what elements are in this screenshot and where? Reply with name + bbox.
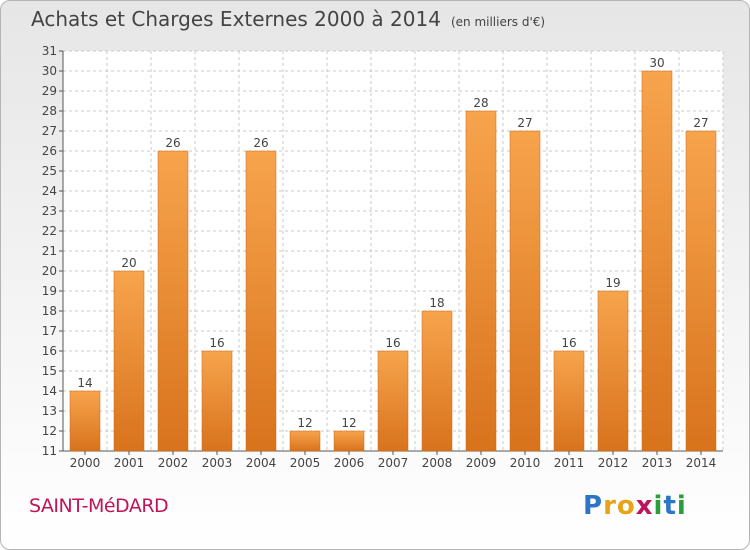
y-tick-label: 17 — [42, 324, 57, 338]
logo-letter: r — [603, 491, 617, 521]
bar — [113, 270, 145, 452]
y-tick-label: 22 — [42, 224, 57, 238]
y-tick-label: 11 — [42, 444, 57, 458]
bar — [69, 390, 101, 452]
x-tick-label: 2005 — [290, 456, 321, 470]
chart-title: Achats et Charges Externes 2000 à 2014 (e… — [31, 7, 545, 31]
data-label: 28 — [473, 96, 488, 110]
y-tick-label: 27 — [42, 124, 57, 138]
y-tick-label: 31 — [42, 44, 57, 58]
logo-letter: x — [635, 491, 654, 521]
bar — [465, 110, 497, 452]
data-label: 20 — [121, 256, 136, 270]
data-label: 16 — [385, 336, 400, 350]
y-tick-label: 21 — [42, 244, 57, 258]
x-tick-label: 2000 — [70, 456, 101, 470]
bar — [553, 350, 585, 452]
logo-letter: t — [663, 491, 677, 521]
bar — [245, 150, 277, 452]
logo-letter: o — [616, 491, 636, 521]
data-label: 27 — [693, 116, 708, 130]
data-label: 12 — [297, 416, 312, 430]
bar — [333, 430, 365, 452]
x-tick-label: 2011 — [554, 456, 585, 470]
bar — [289, 430, 321, 452]
x-tick-label: 2009 — [466, 456, 497, 470]
x-tick-label: 2003 — [202, 456, 233, 470]
x-tick-label: 2006 — [334, 456, 365, 470]
chart-title-text: Achats et Charges Externes 2000 à 2014 — [31, 7, 441, 31]
y-tick-label: 28 — [42, 104, 57, 118]
data-label: 26 — [253, 136, 268, 150]
x-tick-label: 2007 — [378, 456, 409, 470]
bar — [641, 70, 673, 452]
commune-name: SAINT-MéDARD — [29, 495, 169, 517]
x-tick-label: 2010 — [510, 456, 541, 470]
logo-letter: i — [676, 491, 687, 521]
y-tick-label: 20 — [42, 264, 57, 278]
x-tick-label: 2012 — [598, 456, 629, 470]
bar — [377, 350, 409, 452]
chart-unit: (en milliers d'€) — [450, 15, 546, 29]
y-tick-label: 16 — [42, 344, 57, 358]
data-label: 26 — [165, 136, 180, 150]
y-tick-label: 30 — [42, 64, 57, 78]
y-tick-label: 14 — [42, 384, 57, 398]
x-tick-label: 2001 — [114, 456, 145, 470]
data-label: 27 — [517, 116, 532, 130]
bar — [157, 150, 189, 452]
bar — [201, 350, 233, 452]
y-tick-label: 13 — [42, 404, 57, 418]
data-label: 12 — [341, 416, 356, 430]
y-tick-label: 12 — [42, 424, 57, 438]
bar — [685, 130, 717, 452]
x-tick-label: 2014 — [686, 456, 717, 470]
y-tick-label: 29 — [42, 84, 57, 98]
proxiti-logo[interactable]: Proxiti — [583, 491, 687, 521]
x-tick-label: 2002 — [158, 456, 189, 470]
y-tick-label: 19 — [42, 284, 57, 298]
data-label: 14 — [77, 376, 92, 390]
y-tick-label: 23 — [42, 204, 57, 218]
y-tick-label: 26 — [42, 144, 57, 158]
data-label: 19 — [605, 276, 620, 290]
data-label: 18 — [429, 296, 444, 310]
logo-letter: i — [653, 491, 664, 521]
logo-letter: P — [583, 491, 604, 521]
x-tick-label: 2008 — [422, 456, 453, 470]
data-label: 16 — [561, 336, 576, 350]
bar — [509, 130, 541, 452]
data-label: 30 — [649, 56, 664, 70]
x-tick-label: 2013 — [642, 456, 673, 470]
y-tick-label: 18 — [42, 304, 57, 318]
y-tick-label: 25 — [42, 164, 57, 178]
bar — [421, 310, 453, 452]
y-tick-label: 15 — [42, 364, 57, 378]
y-tick-label: 24 — [42, 184, 57, 198]
bar — [597, 290, 629, 452]
data-label: 16 — [209, 336, 224, 350]
x-tick-label: 2004 — [246, 456, 277, 470]
